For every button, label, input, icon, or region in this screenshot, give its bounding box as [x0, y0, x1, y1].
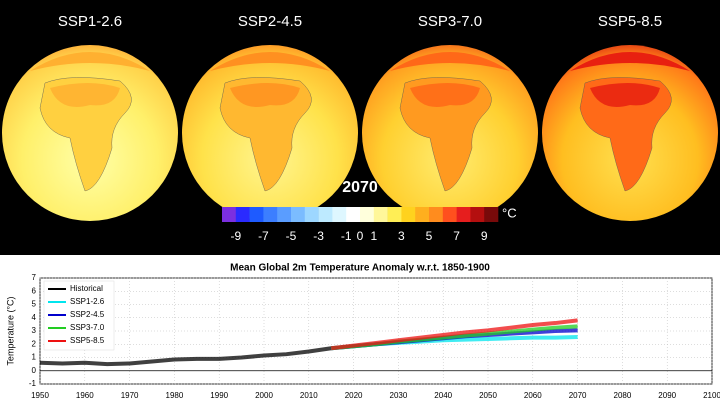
y-tick-label: 1 — [32, 353, 37, 362]
colorbar-tick-label: 0 — [357, 229, 364, 243]
colorbar-swatch — [429, 207, 444, 222]
x-tick-label: 2100 — [703, 391, 720, 400]
y-tick-label: -1 — [29, 379, 37, 388]
year-label: 2070 — [342, 179, 378, 196]
arctic-region — [390, 52, 510, 71]
x-tick-label: 1960 — [76, 391, 94, 400]
colorbar-swatch — [249, 207, 264, 222]
legend-label: SSP3-7.0 — [70, 323, 105, 332]
colorbar-swatch — [291, 207, 306, 222]
series-line — [330, 318, 578, 351]
panel-title: SSP1-2.6 — [58, 13, 122, 30]
legend-label: SSP5-8.5 — [70, 336, 105, 345]
x-tick-label: 1970 — [121, 391, 139, 400]
arctic-region — [210, 52, 330, 71]
y-tick-label: 6 — [32, 286, 37, 295]
colorbar-swatch — [332, 207, 347, 222]
colorbar-swatch — [415, 207, 430, 222]
arctic-region — [30, 52, 150, 71]
panel-title: SSP3-7.0 — [418, 13, 482, 30]
hot-region — [590, 83, 660, 107]
hot-region — [410, 83, 480, 107]
x-tick-label: 2000 — [255, 391, 273, 400]
colorbar-swatch — [346, 207, 361, 222]
x-tick-label: 1990 — [210, 391, 228, 400]
continent — [39, 77, 132, 192]
chart-title: Mean Global 2m Temperature Anomaly w.r.t… — [230, 263, 490, 274]
colorbar-swatch — [277, 207, 292, 222]
colorbar: -9 -7 -5 -3 -1 0 1 3 5 7 9 °C — [222, 205, 517, 243]
colorbar-tick-label: -7 — [258, 229, 269, 243]
continent — [579, 77, 672, 192]
x-tick-label: 2040 — [434, 391, 452, 400]
colorbar-swatch — [263, 207, 278, 222]
colorbar-tick-label: -3 — [313, 229, 324, 243]
x-tick-label: 2050 — [479, 391, 497, 400]
legend-label: Historical — [70, 284, 103, 293]
x-tick-label: 2060 — [524, 391, 542, 400]
colorbar-tick-label: 5 — [426, 229, 433, 243]
x-tick-label: 2080 — [614, 391, 632, 400]
y-tick-label: 4 — [32, 313, 37, 322]
colorbar-unit: °C — [502, 205, 517, 220]
colorbar-tick-label: -9 — [230, 229, 241, 243]
colorbar-swatch — [318, 207, 333, 222]
continent — [219, 77, 312, 192]
x-tick-label: 2020 — [345, 391, 363, 400]
y-tick-label: 7 — [32, 273, 37, 282]
panel-title: SSP2-4.5 — [238, 13, 302, 30]
colorbar-swatch — [456, 207, 471, 222]
colorbar-swatch — [304, 207, 319, 222]
colorbar-tick-label: 1 — [370, 229, 377, 243]
legend-label: SSP2-4.5 — [70, 310, 105, 319]
continent — [399, 77, 492, 192]
hot-region — [50, 83, 120, 107]
colorbar-tick-label: 7 — [453, 229, 460, 243]
colorbar-swatch — [484, 207, 499, 222]
legend-label: SSP1-2.6 — [70, 297, 105, 306]
x-tick-label: 1980 — [166, 391, 184, 400]
y-tick-label: 3 — [32, 326, 37, 335]
y-tick-label: 0 — [32, 366, 37, 375]
colorbar-tick-label: -5 — [286, 229, 297, 243]
arctic-region — [570, 52, 690, 71]
colorbar-swatch — [373, 207, 388, 222]
line-chart: -1 0 1 2 3 4 5 6 7 1950 1960 1970 1980 1990 2000 2010 20… — [29, 273, 720, 400]
colorbar-swatch — [387, 207, 402, 222]
colorbar-swatch — [360, 207, 375, 222]
series-line — [39, 346, 332, 367]
colorbar-tick-label: 9 — [481, 229, 488, 243]
colorbar-tick-label: -1 — [341, 229, 352, 243]
colorbar-tick-label: 3 — [398, 229, 405, 243]
x-tick-label: 2030 — [390, 391, 408, 400]
x-tick-label: 1950 — [31, 391, 49, 400]
panel-title: SSP5-8.5 — [598, 13, 662, 30]
x-tick-label: 2070 — [569, 391, 587, 400]
x-tick-label: 2090 — [658, 391, 676, 400]
y-tick-label: 5 — [32, 300, 37, 309]
y-axis-label: Temperature (°C) — [5, 296, 15, 365]
colorbar-swatch — [401, 207, 416, 222]
hot-region — [230, 83, 300, 107]
colorbar-swatch — [442, 207, 457, 222]
y-tick-label: 2 — [32, 339, 37, 348]
colorbar-swatch — [235, 207, 250, 222]
colorbar-swatch — [470, 207, 485, 222]
globes: SSP1-2.6 SSP2-4.5 SSP3-7.0 SSP5-8.5 — [2, 13, 718, 221]
x-tick-label: 2010 — [300, 391, 318, 400]
colorbar-swatch — [222, 207, 237, 222]
